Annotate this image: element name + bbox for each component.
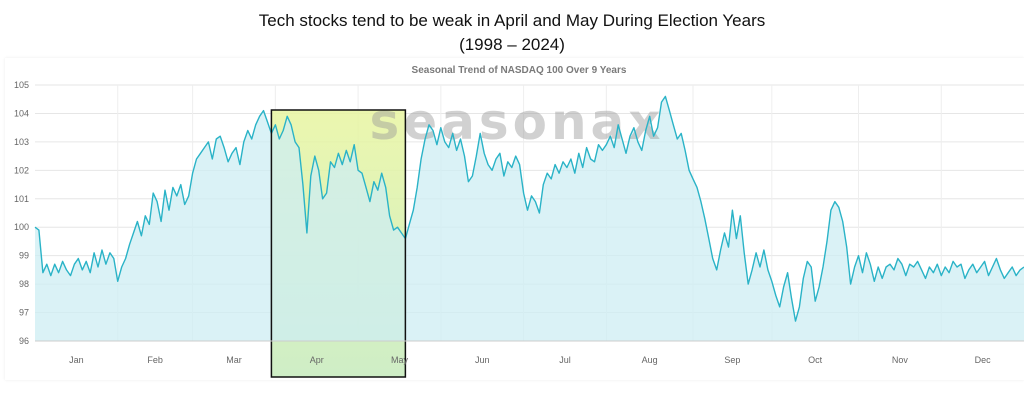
x-tick-label: Feb bbox=[147, 355, 163, 365]
chart-title: Seasonal Trend of NASDAQ 100 Over 9 Year… bbox=[412, 65, 627, 76]
y-tick-label: 96 bbox=[19, 336, 29, 346]
y-axis: 96 97 98 99 100 101 102 103 104 105 bbox=[14, 80, 29, 346]
seasonal-trend-chart: Seasonal Trend of NASDAQ 100 Over 9 Year… bbox=[14, 65, 1024, 378]
area-layer bbox=[35, 96, 1024, 342]
x-tick-label: Sep bbox=[724, 355, 740, 365]
x-tick-label: Jun bbox=[475, 355, 490, 365]
y-tick-label: 99 bbox=[19, 251, 29, 261]
x-tick-label: Nov bbox=[892, 355, 909, 365]
x-tick-label: Jul bbox=[559, 355, 571, 365]
page-title: Tech stocks tend to be weak in April and… bbox=[258, 11, 766, 30]
highlight-frame-layer bbox=[270, 109, 407, 378]
y-tick-label: 100 bbox=[14, 222, 29, 232]
y-tick-label: 101 bbox=[14, 194, 29, 204]
seasonax-watermark: seasonax bbox=[369, 93, 664, 151]
page-subtitle: (1998 – 2024) bbox=[459, 35, 565, 54]
y-tick-label: 105 bbox=[14, 80, 29, 90]
x-tick-label: Mar bbox=[226, 355, 242, 365]
line-layer bbox=[34, 95, 1024, 322]
y-tick-label: 97 bbox=[19, 308, 29, 318]
x-tick-label: Oct bbox=[808, 355, 823, 365]
x-axis: Jan Feb Mar Apr May Jun Jul Aug Sep Oct Nov Dec bbox=[35, 340, 1024, 365]
x-tick-label: Dec bbox=[975, 355, 992, 365]
x-tick-label: Aug bbox=[642, 355, 658, 365]
highlight-frame bbox=[270, 109, 407, 378]
y-tick-label: 104 bbox=[14, 108, 29, 118]
x-tick-label: May bbox=[391, 355, 409, 365]
chart-container: Seasonal Trend of NASDAQ 100 Over 9 Year… bbox=[5, 58, 1024, 380]
series-line bbox=[34, 95, 1024, 322]
y-tick-label: 98 bbox=[19, 279, 29, 289]
x-tick-label: Jan bbox=[69, 355, 84, 365]
y-tick-label: 103 bbox=[14, 137, 29, 147]
series-area bbox=[35, 96, 1024, 342]
y-tick-label: 102 bbox=[14, 165, 29, 175]
x-tick-label: Apr bbox=[310, 355, 324, 365]
